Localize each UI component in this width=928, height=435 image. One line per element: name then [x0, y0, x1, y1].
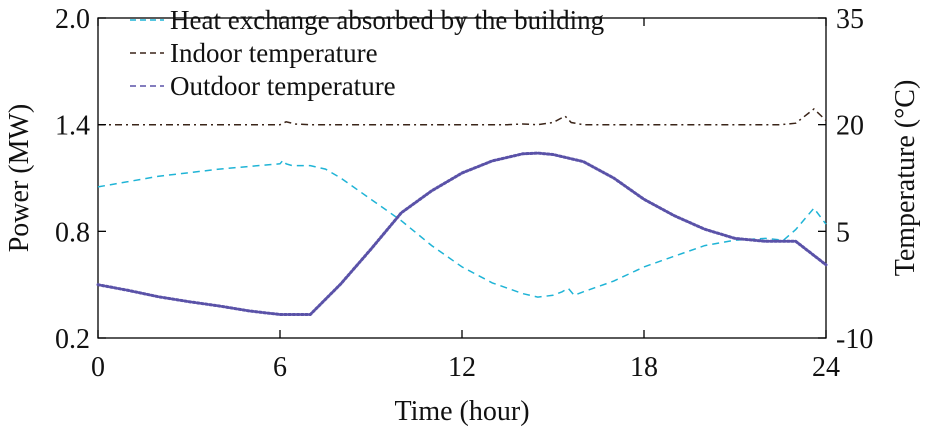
- series-layer: [96, 108, 828, 316]
- x-tick-label: 18: [630, 352, 658, 383]
- y-left-tick-label: 1.4: [55, 111, 90, 142]
- y-right-tick-label: 35: [836, 4, 864, 35]
- legend: Heat exchange absorbed by the buildingIn…: [130, 5, 604, 101]
- y-left-axis-label: Power (MW): [4, 104, 35, 253]
- series-line-0: [97, 159, 827, 298]
- x-axis-label: Time (hour): [394, 396, 529, 427]
- y-right-axis-label: Temperature (°C): [890, 80, 921, 277]
- legend-label-2: Outdoor temperature: [170, 71, 396, 101]
- series-line-2: [96, 151, 828, 316]
- y-right-tick-label: -10: [836, 324, 873, 355]
- x-tick-label: 12: [448, 352, 476, 383]
- legend-label-1: Indoor temperature: [170, 38, 378, 68]
- series-line-1: [98, 108, 827, 126]
- y-left-tick-label: 2.0: [55, 4, 90, 35]
- x-tick-label: 0: [91, 352, 105, 383]
- y-left-tick-label: 0.8: [55, 217, 90, 248]
- axes-layer: 0 6 12 18 24 0.2 0.8 1.4 2.0 -10 5 20 35 Time (hour) P…: [4, 4, 921, 427]
- x-tick-label: 6: [273, 352, 287, 383]
- y-right-tick-label: 5: [836, 217, 850, 248]
- legend-label-0: Heat exchange absorbed by the building: [170, 5, 604, 35]
- y-left-tick-label: 0.2: [55, 324, 90, 355]
- x-tick-label: 24: [812, 352, 840, 383]
- y-right-tick-label: 20: [836, 111, 864, 142]
